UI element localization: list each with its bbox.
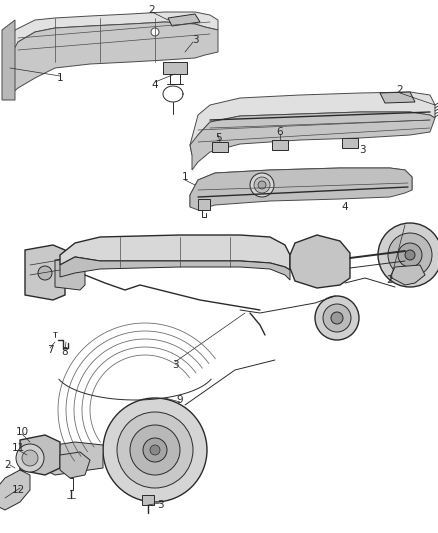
Text: 1: 1 (57, 73, 64, 83)
Polygon shape (2, 20, 15, 100)
Polygon shape (60, 235, 290, 270)
Polygon shape (290, 235, 350, 288)
Circle shape (250, 173, 274, 197)
Circle shape (378, 223, 438, 287)
Circle shape (143, 438, 167, 462)
Polygon shape (380, 92, 415, 103)
Circle shape (117, 412, 193, 488)
Circle shape (323, 304, 351, 332)
Polygon shape (45, 442, 103, 475)
Polygon shape (55, 257, 85, 290)
Text: 3: 3 (172, 360, 178, 370)
Polygon shape (5, 12, 218, 75)
Circle shape (398, 243, 422, 267)
Text: 1: 1 (182, 172, 188, 182)
Circle shape (130, 425, 180, 475)
Polygon shape (190, 168, 412, 210)
Polygon shape (190, 112, 435, 170)
Circle shape (388, 233, 432, 277)
Circle shape (254, 177, 270, 193)
Text: 2: 2 (5, 460, 11, 470)
Text: 10: 10 (15, 427, 28, 437)
Circle shape (315, 296, 359, 340)
Polygon shape (142, 495, 154, 505)
Text: 5: 5 (215, 133, 221, 143)
Text: 8: 8 (62, 347, 68, 357)
Polygon shape (198, 199, 210, 210)
Polygon shape (168, 14, 200, 26)
Polygon shape (60, 257, 290, 280)
Text: 4: 4 (152, 80, 158, 90)
Circle shape (258, 181, 266, 189)
Text: 3: 3 (359, 145, 365, 155)
Polygon shape (25, 245, 65, 300)
Polygon shape (390, 265, 425, 285)
Text: 12: 12 (11, 485, 25, 495)
Text: 7: 7 (47, 345, 53, 355)
Circle shape (151, 28, 159, 36)
Polygon shape (0, 470, 30, 510)
Circle shape (16, 444, 44, 472)
Text: 3: 3 (157, 500, 163, 510)
Polygon shape (272, 140, 288, 150)
Polygon shape (190, 168, 412, 207)
Polygon shape (5, 22, 218, 95)
Polygon shape (20, 435, 60, 475)
Circle shape (103, 398, 207, 502)
Text: 11: 11 (11, 443, 25, 453)
Polygon shape (60, 452, 90, 478)
Circle shape (38, 266, 52, 280)
Text: 2: 2 (148, 5, 155, 15)
Text: 4: 4 (342, 202, 348, 212)
Polygon shape (342, 138, 358, 148)
Text: 9: 9 (177, 395, 184, 405)
Circle shape (150, 445, 160, 455)
Text: 2: 2 (397, 85, 403, 95)
Text: 3: 3 (192, 35, 198, 45)
Circle shape (405, 250, 415, 260)
Circle shape (331, 312, 343, 324)
Polygon shape (212, 142, 228, 152)
Text: 2: 2 (387, 275, 393, 285)
Text: 6: 6 (277, 127, 283, 137)
Polygon shape (190, 92, 435, 155)
Circle shape (22, 450, 38, 466)
Polygon shape (163, 62, 187, 74)
